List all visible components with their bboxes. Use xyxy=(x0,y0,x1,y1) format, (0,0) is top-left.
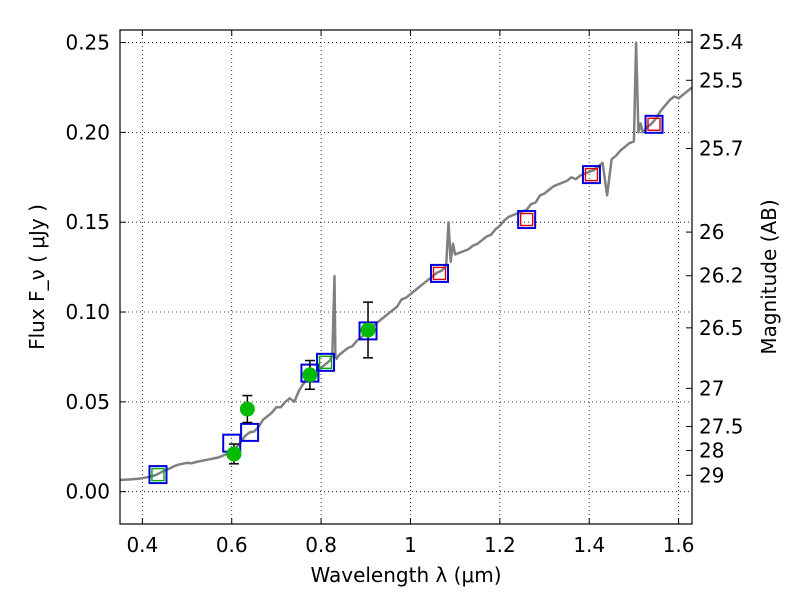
y-tick-label: 0.05 xyxy=(65,390,110,414)
right-tick-label: 26.2 xyxy=(699,264,744,288)
model-band-marker xyxy=(644,114,664,134)
right-tick-label: 27.5 xyxy=(699,414,744,438)
photometry-point xyxy=(360,322,376,338)
y-tick-label: 0.25 xyxy=(65,31,110,55)
right-tick-label: 28 xyxy=(699,439,724,463)
right-tick-label: 29 xyxy=(699,463,724,487)
y-tick-label: 0.15 xyxy=(65,210,110,234)
model-band-marker xyxy=(581,165,601,185)
model-band-marker xyxy=(148,465,168,485)
observed-band-marker xyxy=(151,467,165,482)
y-axis-title: Flux F_ν ( μJy ) xyxy=(25,204,49,350)
model-band-marker xyxy=(517,210,537,230)
y-tick-label: 0.20 xyxy=(65,120,110,144)
x-tick-label: 1.6 xyxy=(663,533,695,557)
y-tick-label: 0.10 xyxy=(65,300,110,324)
right-tick-label: 27 xyxy=(699,376,724,400)
spectrum-line xyxy=(119,41,693,482)
x-tick-label: 0.8 xyxy=(305,533,337,557)
right-tick-label: 25.5 xyxy=(699,68,744,92)
x-tick-label: 1 xyxy=(404,533,417,557)
x-tick-label: 0.4 xyxy=(126,533,158,557)
photometry-point xyxy=(239,401,255,417)
observed-band-marker xyxy=(432,266,447,281)
right-tick-label: 25.7 xyxy=(699,137,744,161)
model-band-marker xyxy=(316,352,336,372)
observed-band-marker xyxy=(647,117,661,132)
y-tick-label: 0.00 xyxy=(65,480,110,504)
model-band-marker xyxy=(430,263,450,283)
x-axis-title: Wavelength λ (μm) xyxy=(310,563,501,587)
axis-ticks: 0.4 0.6 0.8 1 1.2 1.4 1.6 0.00 0.05 0.10 0.15 0.20 0… xyxy=(65,30,744,557)
observed-band-marker xyxy=(584,167,599,182)
x-tick-label: 1.2 xyxy=(484,533,516,557)
right-tick-label: 25.4 xyxy=(699,30,744,54)
x-tick-label: 0.6 xyxy=(216,533,248,557)
model-band-marker xyxy=(240,422,260,442)
right-tick-label: 26.5 xyxy=(699,316,744,340)
photometry-point xyxy=(226,446,242,462)
right-axis-title: Magnitude (AB) xyxy=(757,199,781,354)
grid xyxy=(120,30,692,524)
plot-frame xyxy=(119,29,693,525)
x-tick-label: 1.4 xyxy=(573,533,605,557)
observed-band-marker xyxy=(519,212,534,227)
photometry-point xyxy=(302,367,318,383)
right-tick-label: 26 xyxy=(699,220,724,244)
observed-band-marker xyxy=(318,355,333,370)
data-layer xyxy=(119,41,693,485)
